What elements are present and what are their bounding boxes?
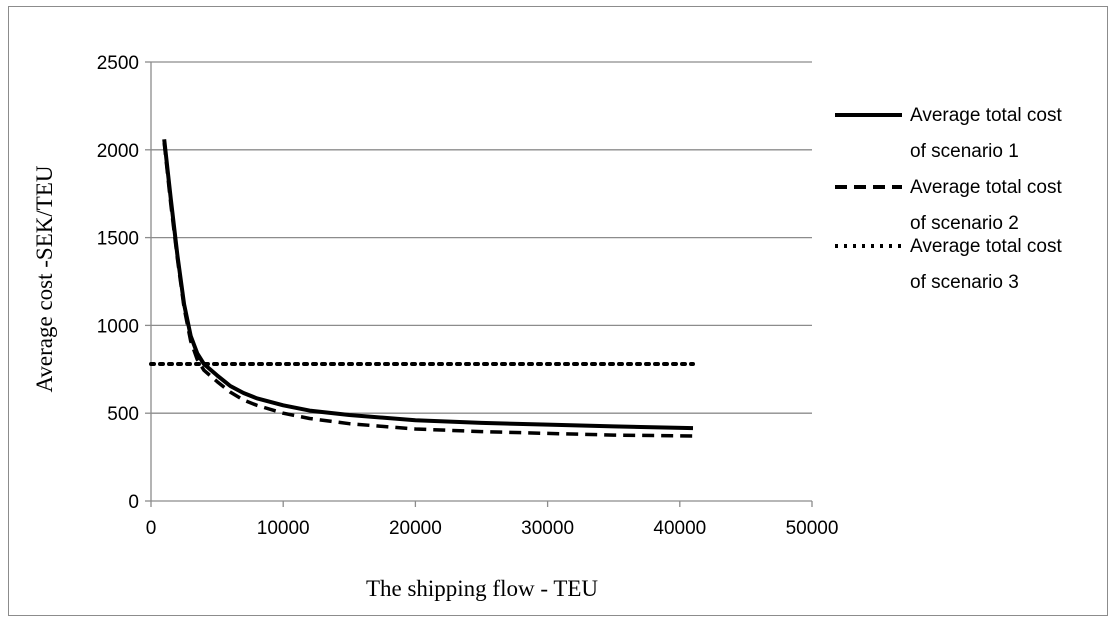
legend-label-line2: of scenario 2 <box>910 213 1019 234</box>
series-lines <box>149 139 695 438</box>
y-tick-label: 2000 <box>97 141 139 162</box>
series-line-scenario-2 <box>162 142 694 438</box>
legend-item-scenario-2: Average total cost of scenario 2 <box>835 177 1062 234</box>
y-tick-label: 1500 <box>97 229 139 250</box>
y-tick-label: 0 <box>128 492 139 513</box>
legend-item-scenario-1: Average total cost of scenario 1 <box>835 105 1062 162</box>
legend-label-line1: Average total cost <box>910 236 1062 257</box>
legend-label-line1: Average total cost <box>910 105 1062 126</box>
x-tick-label: 0 <box>146 518 157 539</box>
legend-item-scenario-3: Average total cost of scenario 3 <box>835 236 1062 293</box>
chart-frame <box>8 6 1108 616</box>
series-line-scenario-1 <box>162 139 694 431</box>
y-tick-label: 500 <box>107 404 139 425</box>
legend-label-line2: of scenario 1 <box>910 141 1019 162</box>
legend-label-line1: Average total cost <box>910 177 1062 198</box>
x-axis-title: The shipping flow - TEU <box>366 576 598 601</box>
x-tick-label: 30000 <box>521 518 574 539</box>
legend-label-line2: of scenario 3 <box>910 272 1019 293</box>
x-tick-label: 10000 <box>257 518 310 539</box>
y-tick-label: 2500 <box>97 53 139 74</box>
y-axis-title: Average cost -SEK/TEU <box>32 165 57 392</box>
x-tick-label: 40000 <box>653 518 706 539</box>
axes <box>145 61 813 507</box>
tick-labels: 0 500 1000 1500 2000 2500 0 10000 20000 30000 4000… <box>97 53 839 539</box>
y-tick-label: 1000 <box>97 316 139 337</box>
legend: Average total cost of scenario 1 Average… <box>835 105 1062 293</box>
x-tick-label: 50000 <box>786 518 839 539</box>
gridlines <box>151 61 812 414</box>
x-tick-label: 20000 <box>389 518 442 539</box>
